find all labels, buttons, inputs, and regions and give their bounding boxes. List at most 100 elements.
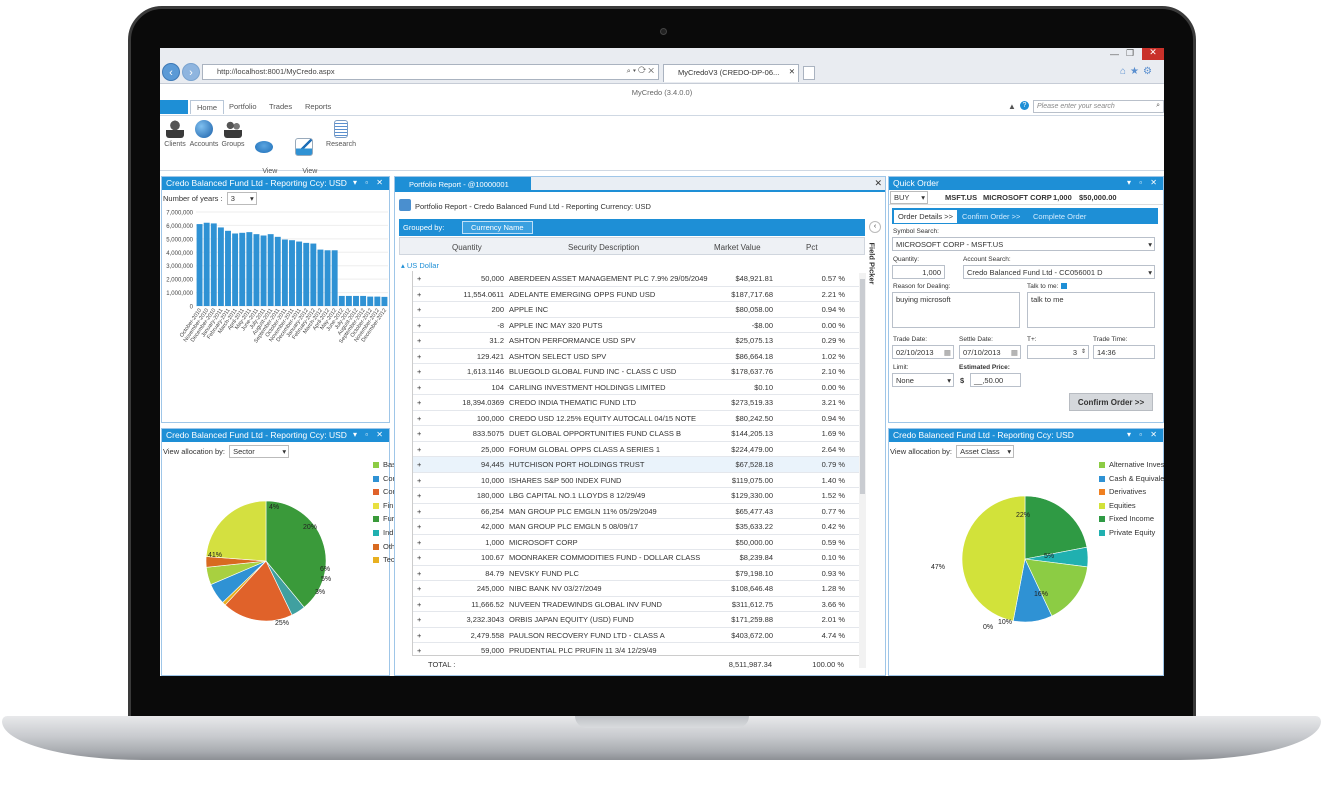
expand-icon[interactable]: + [417, 289, 422, 299]
table-row[interactable]: +1,000 MICROSOFT CORP $50,000.00 0.59 % [413, 535, 860, 550]
scroll-thumb[interactable] [860, 279, 865, 494]
table-row[interactable]: +3,232.3043 ORBIS JAPAN EQUITY (USD) FUND… [413, 612, 860, 628]
table-row[interactable]: +245,000 NIBC BANK NV 03/27/2049 $108,646.… [413, 581, 860, 597]
legend-item[interactable]: Equities [1099, 501, 1136, 510]
bar[interactable] [274, 236, 281, 306]
expand-icon[interactable]: + [417, 382, 422, 392]
table-row[interactable]: +180,000 LBG CAPITAL NO.1 LLOYDS 8 12/29/… [413, 488, 860, 504]
col-market-value[interactable]: Market Value [714, 243, 761, 252]
expand-icon[interactable]: + [417, 646, 422, 655]
table-row[interactable]: +129.421 ASHTON SELECT USD SPV $86,664.18 1… [413, 349, 860, 364]
tab-portfolio[interactable]: Portfolio [229, 102, 257, 111]
expand-icon[interactable]: + [417, 351, 422, 361]
limit-select[interactable]: None ▾ [892, 373, 954, 387]
legend-item[interactable]: Ind [373, 528, 393, 537]
expand-icon[interactable]: + [417, 615, 422, 624]
expand-icon[interactable]: + [417, 305, 422, 314]
expand-icon[interactable]: + [417, 320, 422, 330]
bar[interactable] [267, 234, 274, 306]
legend-item[interactable]: Fixed Income [1099, 514, 1154, 523]
bar[interactable] [338, 295, 345, 306]
pie-slice[interactable] [1024, 558, 1088, 617]
talk-checkbox[interactable] [1061, 283, 1067, 289]
expand-icon[interactable]: + [417, 475, 422, 485]
legend-item[interactable]: Alternative Inves [1099, 460, 1164, 469]
pie-slice[interactable] [1024, 495, 1088, 560]
bar[interactable] [239, 232, 246, 306]
browser-toolbar-icons[interactable]: ⌂★⚙ [1120, 66, 1156, 77]
account-search-input[interactable]: Credo Balanced Fund Ltd - CC056001 D ▾ [963, 265, 1155, 279]
bar[interactable] [217, 227, 224, 306]
calendar-icon[interactable]: ▦ [1010, 348, 1018, 357]
expand-icon[interactable]: + [417, 553, 422, 562]
grouped-chip[interactable]: Currency Name [462, 221, 533, 234]
new-tab-button[interactable] [803, 66, 815, 80]
symbol-search-input[interactable]: MICROSOFT CORP - MSFT.US ▾ [892, 237, 1155, 251]
table-row[interactable]: +31.2 ASHTON PERFORMANCE USD SPV $25,075.1… [413, 333, 860, 349]
table-row[interactable]: +104 CARLING INVESTMENT HOLDINGS LIMITED $… [413, 380, 860, 395]
browser-tab[interactable]: MyCredoV3 (CREDO-DP-06... ✕ [663, 64, 799, 82]
table-row[interactable]: +94,445 HUTCHISON PORT HOLDINGS TRUST $67,… [413, 457, 860, 473]
table-row[interactable]: +66,254 MAN GROUP PLC EMGLN 11% 05/29/204… [413, 504, 860, 519]
bar[interactable] [260, 235, 267, 307]
expand-icon[interactable]: + [417, 460, 422, 469]
bar[interactable] [310, 243, 317, 306]
expand-icon[interactable]: + [417, 274, 422, 283]
stepper-icon[interactable]: ⇕ [1080, 349, 1086, 355]
bar[interactable] [253, 234, 260, 306]
close-tab-icon[interactable]: ✕ [788, 67, 795, 76]
bar[interactable] [289, 240, 295, 306]
legend-item[interactable]: Cor [373, 474, 395, 483]
table-row[interactable]: +59,000 PRUDENTIAL PLC PRUFIN 11 3/4 12/2… [413, 643, 860, 655]
pie-slice[interactable] [224, 560, 293, 622]
asset-alloc-select[interactable]: Asset Class ▾ [956, 445, 1015, 458]
table-row[interactable]: +18,394.0369 CREDO INDIA THEMATIC FUND LT… [413, 395, 860, 411]
bar[interactable] [331, 250, 338, 306]
expand-icon[interactable]: + [417, 336, 422, 345]
table-row[interactable]: +1,613.1146 BLUEGOLD GLOBAL FUND INC - CL… [413, 364, 860, 380]
forward-button[interactable]: › [182, 63, 200, 81]
col-quantity[interactable]: Quantity [452, 243, 482, 252]
est-price-input[interactable]: __,50.00 [970, 373, 1021, 387]
table-row[interactable]: +2,479.558 PAULSON RECOVERY FUND LTD - CL… [413, 628, 860, 643]
expand-icon[interactable]: + [417, 630, 422, 640]
legend-item[interactable]: Cash & Equivalen [1099, 474, 1164, 483]
side-select[interactable]: BUY ▾ [890, 191, 928, 204]
close-report-icon[interactable]: ✕ [874, 178, 882, 188]
collapse-ribbon-icon[interactable]: ▲ [1008, 102, 1016, 111]
legend-item[interactable]: Fin [373, 501, 393, 510]
field-picker-strip[interactable]: ‹ Field Picker [868, 219, 883, 675]
bar[interactable] [196, 224, 203, 306]
col-security[interactable]: Security Description [568, 243, 640, 252]
tab-home[interactable]: Home [190, 100, 225, 114]
step-confirm-order[interactable]: Confirm Order >> [962, 212, 1021, 221]
help-icon[interactable]: ? [1020, 101, 1029, 110]
panel-controls[interactable]: ▾ ▫ ✕ [353, 430, 386, 439]
bar[interactable] [324, 250, 331, 306]
talk-textarea[interactable]: talk to me [1027, 292, 1155, 328]
expand-icon[interactable]: + [417, 367, 422, 376]
bar[interactable] [225, 230, 231, 306]
bar[interactable] [246, 232, 253, 306]
minimize-icon[interactable]: — [1110, 49, 1119, 59]
table-row[interactable]: +833.5075 DUET GLOBAL OPPORTUNITIES FUND … [413, 426, 860, 442]
table-row[interactable]: +100,000 CREDO USD 12.25% EQUITY AUTOCALL… [413, 411, 860, 426]
table-row[interactable]: +200 APPLE INC $80,058.00 0.94 % [413, 302, 860, 318]
legend-item[interactable]: Private Equity [1099, 528, 1155, 537]
search-refresh-icon[interactable]: ⌕ ▾ ⟳ ✕ [626, 66, 654, 75]
confirm-order-button[interactable]: Confirm Order >> [1069, 393, 1153, 411]
legend-item[interactable]: Oth [373, 542, 395, 551]
bar[interactable] [232, 233, 239, 306]
expand-icon[interactable]: + [417, 568, 422, 578]
years-select[interactable]: 3 ▾ [226, 192, 257, 205]
expand-icon[interactable]: + [417, 413, 422, 423]
tab-reports[interactable]: Reports [305, 102, 332, 111]
bar[interactable] [210, 223, 217, 306]
bar[interactable] [367, 296, 374, 306]
close-window-icon[interactable]: ✕ [1142, 48, 1164, 60]
panel-controls[interactable]: ▾ ▫ ✕ [1127, 430, 1160, 439]
bar[interactable] [353, 295, 359, 306]
table-row[interactable]: + -8 APPLE INC MAY 320 PUTS -$8.00 0.00 % [413, 318, 860, 333]
table-row[interactable]: +42,000 MAN GROUP PLC EMGLN 5 08/09/17 $35… [413, 519, 860, 535]
expand-icon[interactable]: + [417, 506, 422, 516]
